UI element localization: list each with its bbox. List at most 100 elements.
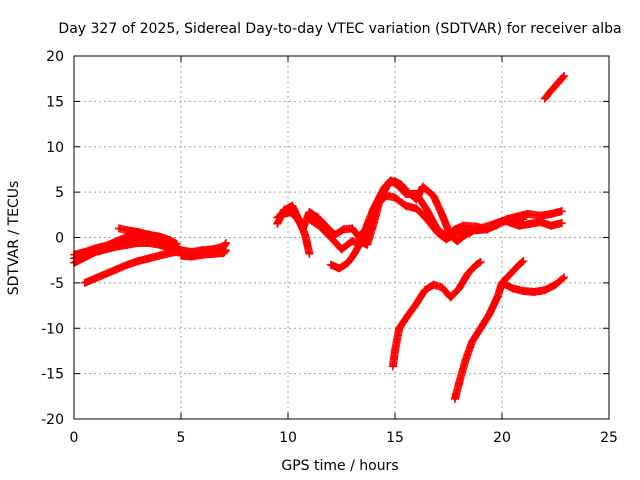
data-point bbox=[221, 238, 230, 247]
data-point bbox=[298, 224, 307, 233]
data-point bbox=[547, 86, 556, 95]
data-point bbox=[438, 283, 447, 292]
y-tick-label: 0 bbox=[55, 231, 64, 247]
data-point bbox=[279, 209, 288, 218]
data-point bbox=[384, 179, 393, 188]
data-point bbox=[433, 228, 442, 237]
data-point bbox=[412, 299, 421, 308]
data-point bbox=[391, 177, 399, 186]
data-point bbox=[114, 224, 123, 233]
data-point bbox=[369, 219, 378, 228]
data-point bbox=[91, 274, 100, 283]
data-point bbox=[221, 246, 230, 255]
data-point bbox=[412, 195, 421, 204]
data-point bbox=[423, 206, 432, 215]
data-point bbox=[376, 195, 385, 204]
data-point bbox=[339, 225, 348, 234]
data-point bbox=[348, 224, 357, 233]
data-point bbox=[326, 233, 335, 242]
data-point bbox=[557, 218, 566, 227]
data-point bbox=[350, 249, 359, 258]
data-point bbox=[337, 245, 346, 254]
data-point bbox=[523, 209, 532, 218]
data-point bbox=[461, 356, 470, 365]
x-axis-label: GPS time / hours bbox=[281, 458, 398, 474]
data-point bbox=[313, 213, 322, 222]
data-point bbox=[391, 346, 399, 355]
data-point bbox=[536, 218, 545, 227]
series-track-7 bbox=[177, 246, 230, 261]
data-point bbox=[476, 324, 485, 333]
data-point bbox=[551, 280, 560, 289]
data-point bbox=[80, 278, 89, 287]
data-point bbox=[166, 238, 175, 247]
y-tick-label: -5 bbox=[50, 276, 64, 292]
data-point bbox=[498, 217, 506, 226]
data-point bbox=[102, 241, 111, 250]
y-tick-label: -15 bbox=[41, 367, 64, 383]
y-tick-label: -20 bbox=[41, 412, 64, 428]
data-point bbox=[519, 287, 528, 296]
data-point bbox=[134, 228, 143, 237]
data-point bbox=[547, 221, 556, 230]
x-tick-label: 0 bbox=[70, 430, 79, 446]
data-point bbox=[123, 260, 132, 269]
data-point bbox=[123, 226, 132, 235]
data-point bbox=[420, 286, 429, 295]
data-point bbox=[144, 254, 153, 263]
data-point bbox=[455, 378, 464, 387]
data-point bbox=[450, 395, 459, 404]
axis-ticks: 0 5 10 15 20 25 -20 -15 -10 -5 0 5 10 15 20 bbox=[41, 49, 618, 446]
series-track-14 bbox=[498, 273, 569, 296]
data-point bbox=[144, 238, 153, 247]
data-point bbox=[560, 71, 569, 80]
series-track-15 bbox=[540, 71, 569, 103]
data-point bbox=[403, 311, 412, 320]
data-point bbox=[498, 278, 506, 287]
data-point bbox=[455, 284, 464, 293]
y-tick-label: 5 bbox=[55, 185, 64, 201]
series-track-8 bbox=[273, 201, 314, 258]
data-point bbox=[412, 204, 421, 213]
data-point bbox=[547, 209, 556, 218]
data-point bbox=[166, 248, 175, 257]
data-point bbox=[395, 324, 404, 333]
data-point bbox=[112, 237, 121, 246]
data-point bbox=[388, 362, 397, 371]
data-point bbox=[438, 210, 447, 219]
y-tick-label: -10 bbox=[41, 321, 64, 337]
data-point bbox=[288, 201, 297, 210]
data-point bbox=[508, 214, 517, 223]
series-markers bbox=[326, 177, 528, 273]
data-point bbox=[80, 248, 89, 257]
data-point bbox=[418, 182, 427, 191]
data-point bbox=[525, 219, 534, 228]
data-point bbox=[446, 231, 455, 240]
data-point bbox=[391, 193, 399, 202]
data-point bbox=[305, 208, 314, 217]
data-point bbox=[326, 260, 335, 269]
y-tick-label: 15 bbox=[46, 94, 64, 110]
data-point bbox=[515, 221, 524, 230]
y-axis-label: SDTVAR / TECUs bbox=[6, 181, 22, 296]
data-point bbox=[273, 213, 282, 222]
data-point bbox=[144, 230, 153, 239]
y-tick-label: 20 bbox=[46, 49, 64, 65]
data-point bbox=[429, 191, 438, 200]
data-point bbox=[461, 230, 470, 239]
grid-lines bbox=[74, 56, 609, 419]
x-tick-label: 15 bbox=[386, 430, 404, 446]
data-point bbox=[305, 249, 314, 258]
data-point bbox=[348, 237, 357, 246]
data-point bbox=[493, 292, 502, 301]
data-point bbox=[446, 293, 455, 302]
data-point bbox=[403, 188, 412, 197]
data-point bbox=[397, 180, 406, 189]
data-point bbox=[286, 208, 295, 217]
data-point bbox=[301, 230, 310, 239]
data-point bbox=[463, 269, 472, 278]
chart-title: Day 327 of 2025, Sidereal Day-to-day VTE… bbox=[58, 21, 621, 37]
data-point bbox=[472, 225, 481, 234]
data-point bbox=[335, 264, 344, 273]
